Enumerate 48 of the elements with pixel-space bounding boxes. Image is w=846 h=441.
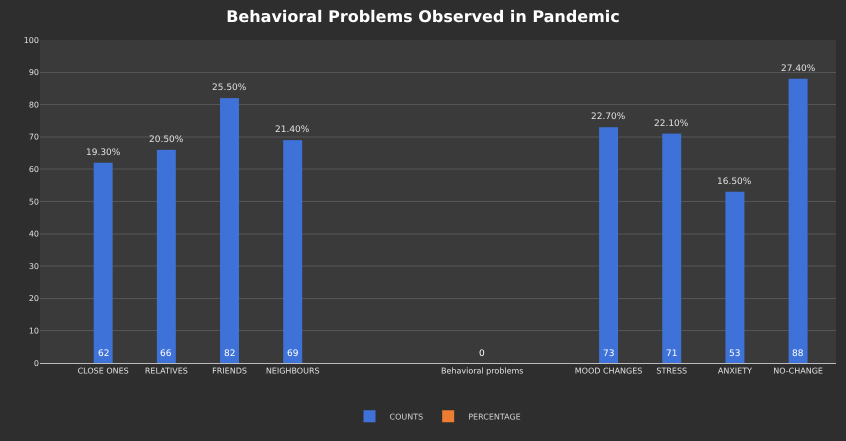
bar (788, 78, 808, 363)
data-label: 53 (729, 349, 740, 359)
bar (220, 98, 239, 363)
text: 19.30% (86, 148, 120, 158)
y-tick-label: 10 (28, 326, 39, 336)
y-tick-label: 40 (28, 230, 39, 239)
x-tick-label: CLOSE ONES (78, 366, 129, 376)
text: 16.50% (717, 177, 752, 187)
data-label: 62 (98, 349, 110, 359)
chart-title: Behavioral Problems Observed in Pandemic (226, 7, 620, 26)
text: 21.40% (275, 125, 310, 135)
bar (283, 140, 302, 363)
data-label: 66 (160, 349, 172, 359)
data-label: 88 (792, 349, 804, 359)
y-tick-label: 0 (34, 358, 39, 368)
data-label: 69 (287, 349, 299, 359)
y-tick-label: 90 (28, 68, 39, 78)
x-tick-label: NEIGHBOURS (266, 366, 320, 376)
bar (94, 162, 113, 363)
text: 22.10% (654, 119, 688, 129)
y-tick-label: 100 (24, 36, 39, 45)
bar (599, 127, 618, 363)
x-tick-label: FRIENDS (212, 366, 247, 376)
bar (662, 134, 682, 363)
y-tick-label: 70 (28, 132, 39, 142)
x-tick-label: MOOD CHANGES (574, 366, 642, 376)
y-tick-label: 60 (28, 165, 39, 174)
text: 20.50% (149, 135, 184, 145)
bar (725, 192, 744, 363)
x-tick-label: ANXIETY (718, 366, 752, 376)
legend-label: COUNTS (390, 412, 424, 422)
legend-label: PERCENTAGE (468, 412, 521, 422)
y-tick-label: 30 (28, 262, 39, 271)
x-tick-label: NO-CHANGE (773, 366, 823, 376)
text: 22.70% (591, 112, 626, 122)
data-label: 82 (224, 349, 236, 359)
data-label: 71 (666, 349, 678, 359)
data-label: 73 (603, 349, 614, 359)
y-tick-label: 20 (28, 294, 39, 304)
data-label: 0 (479, 349, 485, 359)
text: 27.40% (781, 64, 816, 74)
x-tick-label: Behavioral problems (440, 366, 524, 376)
y-tick-label: 50 (28, 197, 39, 206)
x-tick-label: STRESS (656, 366, 688, 376)
text: 25.50% (212, 83, 246, 93)
bar (156, 150, 176, 363)
x-tick-label: RELATIVES (144, 366, 188, 376)
y-tick-label: 80 (28, 100, 39, 110)
